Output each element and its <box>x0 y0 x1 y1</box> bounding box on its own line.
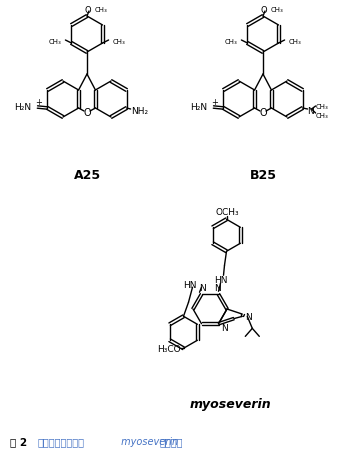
Text: A25: A25 <box>73 168 101 181</box>
Text: NH₂: NH₂ <box>132 106 149 115</box>
Text: N: N <box>307 106 314 115</box>
Text: +: + <box>211 97 218 106</box>
Text: H₂N: H₂N <box>14 102 31 111</box>
Text: N: N <box>221 324 228 333</box>
Text: CH₃: CH₃ <box>49 39 61 45</box>
Text: CH₃: CH₃ <box>95 7 108 13</box>
Text: N: N <box>245 312 252 321</box>
Text: CH₃: CH₃ <box>225 39 237 45</box>
Text: myoseverin: myoseverin <box>189 398 271 410</box>
Text: HN: HN <box>183 280 197 289</box>
Text: H₂N: H₂N <box>190 102 207 111</box>
Text: N: N <box>199 283 206 293</box>
Text: myoseverin: myoseverin <box>118 436 181 446</box>
Text: B25: B25 <box>250 168 277 181</box>
Text: O: O <box>85 6 91 15</box>
Text: 図 2: 図 2 <box>10 436 27 446</box>
Text: ローサミン類及び: ローサミン類及び <box>38 436 85 446</box>
Text: CH₃: CH₃ <box>289 39 302 45</box>
Text: O: O <box>259 108 267 118</box>
Text: の構造式: の構造式 <box>160 436 184 446</box>
Text: OCH₃: OCH₃ <box>216 208 239 217</box>
Text: CH₃: CH₃ <box>113 39 125 45</box>
Text: O: O <box>261 6 267 15</box>
Text: HN: HN <box>214 275 227 284</box>
Text: N: N <box>214 283 221 293</box>
Text: CH₃: CH₃ <box>316 104 328 110</box>
Text: CH₃: CH₃ <box>316 113 328 119</box>
Text: O: O <box>83 108 91 118</box>
Text: +: + <box>35 97 42 106</box>
Text: CH₃: CH₃ <box>271 7 284 13</box>
Text: H₃CO: H₃CO <box>157 344 180 353</box>
